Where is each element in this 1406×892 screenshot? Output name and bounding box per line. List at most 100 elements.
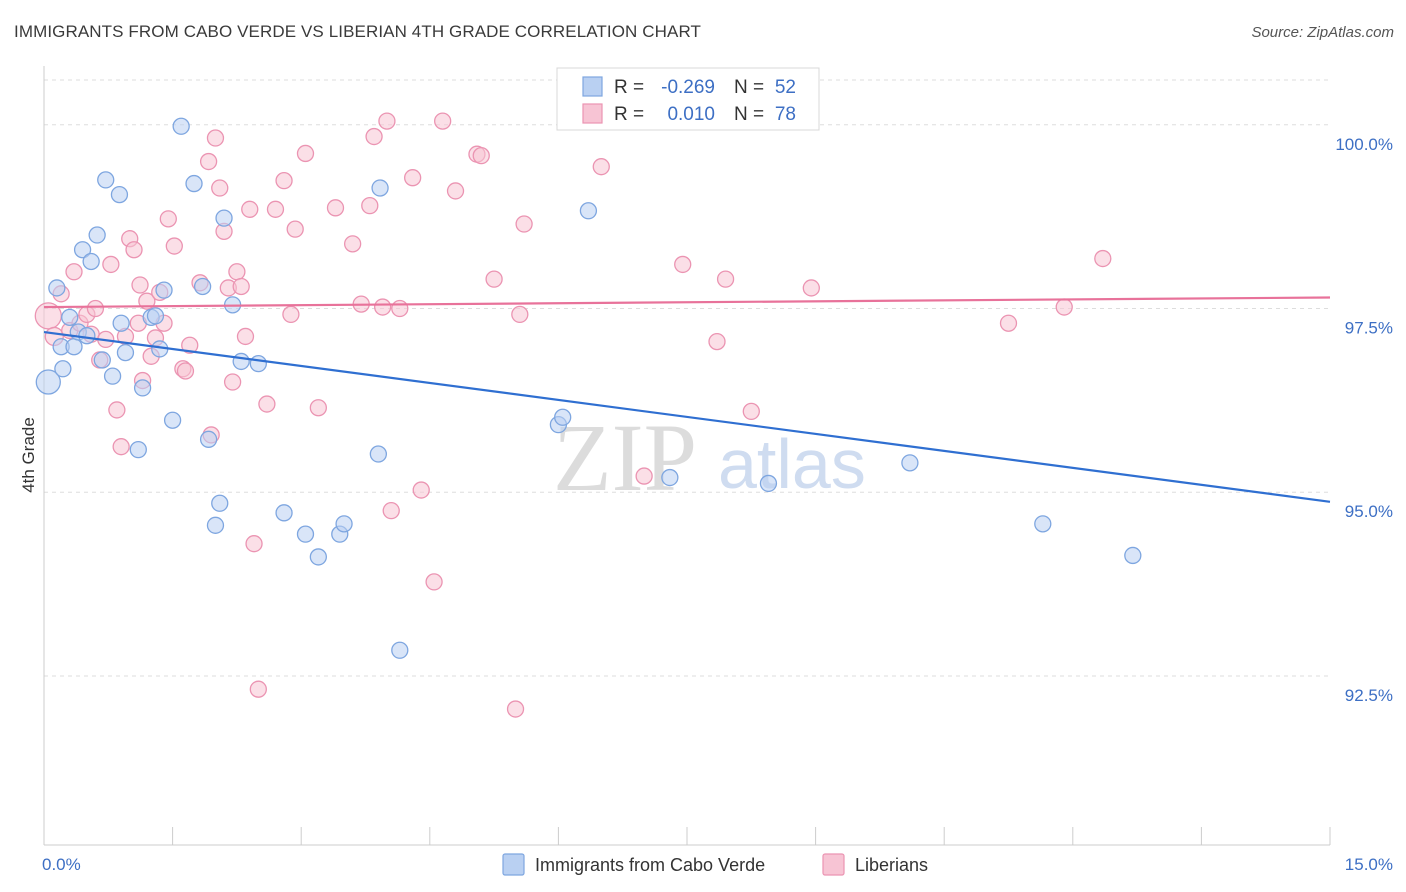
- liberians-point-62: [425, 573, 443, 591]
- cabo-verde-point-47: [759, 474, 778, 493]
- cabo-verde-point-17: [129, 440, 147, 459]
- cabo-verde-point-8: [78, 327, 96, 345]
- liberians-point-18: [131, 276, 149, 294]
- cabo-verde-point-41: [391, 641, 409, 659]
- liberians-point-43: [249, 680, 267, 698]
- liberians-point-28: [176, 362, 195, 380]
- cabo-verde-point-20: [146, 307, 165, 325]
- stats-legend-r-label-blue: R =: [614, 77, 644, 98]
- stats-legend-swatch-blue: [582, 76, 603, 97]
- stats-legend-r-value-blue: -0.269: [661, 77, 715, 98]
- cabo-verde-point-22: [155, 281, 173, 299]
- cabo-verde-point-36: [309, 548, 327, 566]
- liberians-point-25: [159, 210, 177, 228]
- stats-legend-n-value-blue: 52: [775, 77, 796, 98]
- trend-line-liberians: [43, 296, 1331, 309]
- liberians-point-34: [211, 179, 229, 197]
- cabo-verde-point-34: [275, 504, 293, 522]
- stats-legend-n-label-pink: N =: [734, 104, 764, 125]
- liberians-point-51: [326, 199, 345, 217]
- liberians-point-72: [635, 467, 653, 485]
- liberians-point-63: [434, 112, 452, 130]
- liberians-point-12: [108, 401, 126, 419]
- cabo-verde-point-33: [249, 354, 267, 373]
- cabo-verde-point-43: [554, 408, 572, 426]
- liberians-point-11: [102, 255, 120, 274]
- liberians-point-41: [241, 200, 259, 218]
- source-label: Source: ZipAtlas.com: [1251, 24, 1394, 41]
- liberians-point-59: [391, 299, 409, 318]
- cabo-verde-point-9: [82, 252, 100, 271]
- liberians-point-48: [286, 220, 304, 238]
- liberians-point-66: [472, 147, 490, 165]
- liberians-point-26: [165, 237, 183, 255]
- cabo-verde-point-28: [206, 516, 225, 534]
- y-tick-label-1: 95.0%: [1345, 502, 1393, 521]
- cabo-verde-point-5: [65, 338, 83, 356]
- cabo-verde-point-15: [112, 314, 130, 332]
- cabo-verde-point-12: [97, 171, 115, 189]
- liberians-point-50: [309, 399, 327, 417]
- stats-legend-r-value-pink: 0.010: [667, 104, 715, 125]
- cabo-verde-point-30: [215, 209, 233, 227]
- series-cabo-verde-points: [35, 112, 1142, 659]
- liberians-point-70: [515, 215, 533, 233]
- cabo-verde-point-16: [116, 343, 135, 362]
- liberians-point-40: [236, 327, 255, 346]
- cabo-verde-point-14: [110, 185, 129, 204]
- liberians-point-52: [343, 235, 362, 253]
- legend-swatch-cabo-verde: [502, 853, 525, 876]
- liberians-point-73: [674, 255, 692, 274]
- y-tick-label-3: 100.0%: [1335, 135, 1393, 154]
- cabo-verde-point-49: [1034, 515, 1052, 533]
- liberians-point-31: [199, 152, 218, 171]
- liberians-point-58: [382, 501, 400, 520]
- liberians-point-46: [275, 171, 293, 190]
- liberians-point-79: [1055, 298, 1073, 316]
- liberians-point-38: [228, 263, 246, 281]
- liberians-point-16: [125, 241, 143, 259]
- y-tick-labels: 92.5% 95.0% 97.5% 100.0%: [1335, 135, 1393, 705]
- cabo-verde-point-18: [133, 379, 152, 397]
- liberians-point-49: [296, 144, 315, 163]
- liberians-point-42: [245, 535, 263, 553]
- liberians-point-29: [181, 336, 199, 354]
- cabo-verde-point-4: [61, 308, 79, 326]
- liberians-point-71: [592, 158, 610, 176]
- cabo-verde-point-0: [35, 369, 61, 395]
- cabo-verde-point-10: [88, 226, 106, 244]
- liberians-point-77: [802, 279, 820, 297]
- y-axis-title: 4th Grade: [19, 417, 38, 493]
- liberians-point-64: [446, 182, 465, 200]
- cabo-verde-point-44: [579, 202, 598, 220]
- cabo-verde-point-27: [199, 430, 218, 448]
- liberians-point-80: [1094, 249, 1112, 268]
- cabo-verde-point-35: [296, 525, 315, 543]
- trend-line-cabo-verde: [43, 330, 1331, 503]
- trend-lines: [43, 296, 1331, 503]
- cabo-verde-point-40: [371, 179, 389, 197]
- cabo-verde-point-13: [103, 367, 122, 385]
- liberians-point-61: [412, 481, 430, 499]
- y-tick-label-2: 97.5%: [1345, 319, 1393, 338]
- cabo-verde-point-26: [193, 277, 212, 296]
- liberians-point-56: [373, 298, 392, 316]
- cabo-verde-point-23: [163, 411, 182, 429]
- liberians-point-75: [716, 270, 735, 288]
- legend-label-cabo-verde: Immigrants from Cabo Verde: [535, 855, 765, 875]
- stats-legend-n-value-pink: 78: [775, 104, 796, 125]
- liberians-point-37: [223, 373, 242, 391]
- liberians-point-57: [378, 112, 396, 130]
- liberians-point-13: [112, 438, 130, 456]
- cabo-verde-point-48: [901, 454, 919, 472]
- stats-legend-swatch-pink: [582, 103, 603, 124]
- x-tick-label-max: 15.0%: [1345, 855, 1393, 874]
- liberians-point-68: [506, 700, 525, 718]
- series-legend: Immigrants from Cabo Verde Liberians: [502, 853, 928, 876]
- chart-title: IMMIGRANTS FROM CABO VERDE VS LIBERIAN 4…: [14, 22, 702, 41]
- series-liberians-points: [34, 112, 1112, 718]
- liberians-point-78: [999, 314, 1018, 332]
- cabo-verde-point-1: [48, 279, 66, 297]
- stats-legend: R = -0.269 N = 52 R = 0.010 N = 78: [556, 67, 820, 131]
